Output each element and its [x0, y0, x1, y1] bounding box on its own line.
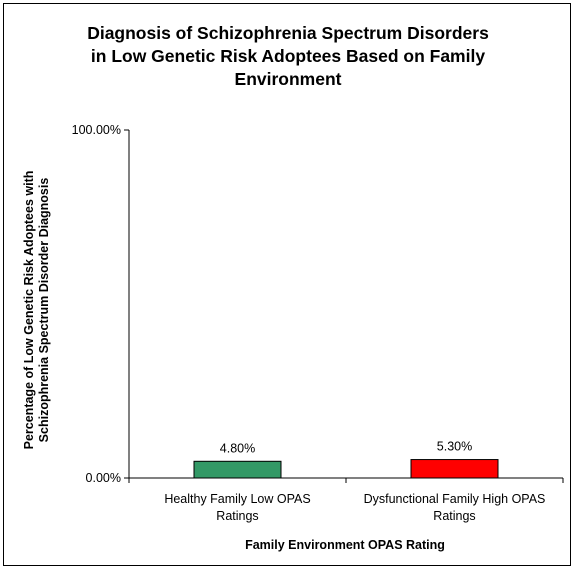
- x-axis-title: Family Environment OPAS Rating: [245, 538, 445, 552]
- bar-data-label: 4.80%: [220, 441, 255, 455]
- x-category-label: Ratings: [433, 509, 475, 523]
- chart-title-line: Diagnosis of Schizophrenia Spectrum Diso…: [87, 23, 489, 43]
- bar-data-label: 5.30%: [437, 440, 472, 454]
- plot-area: 0.00% 100.00% 4.80% Healthy Family Low OPAS…: [72, 123, 564, 523]
- y-axis-title-line: Percentage of Low Genetic Risk Adoptees …: [22, 171, 36, 450]
- y-tick-label: 0.00%: [86, 471, 121, 485]
- bar: [193, 460, 282, 479]
- chart-title-line: Environment: [235, 69, 342, 89]
- y-tick-label: 100.00%: [72, 123, 121, 137]
- bar: [410, 459, 499, 479]
- y-axis-title-line: Schizophrenia Spectrum Disorder Diagnosi…: [37, 178, 51, 443]
- chart-title-line: in Low Genetic Risk Adoptees Based on Fa…: [91, 46, 485, 66]
- y-axis-title: Percentage of Low Genetic Risk Adoptees …: [22, 171, 51, 450]
- x-category-label: Ratings: [216, 509, 258, 523]
- x-category-label: Dysfunctional Family High OPAS: [364, 492, 546, 506]
- x-category-label: Healthy Family Low OPAS: [164, 492, 310, 506]
- chart-title: Diagnosis of Schizophrenia Spectrum Diso…: [87, 23, 489, 89]
